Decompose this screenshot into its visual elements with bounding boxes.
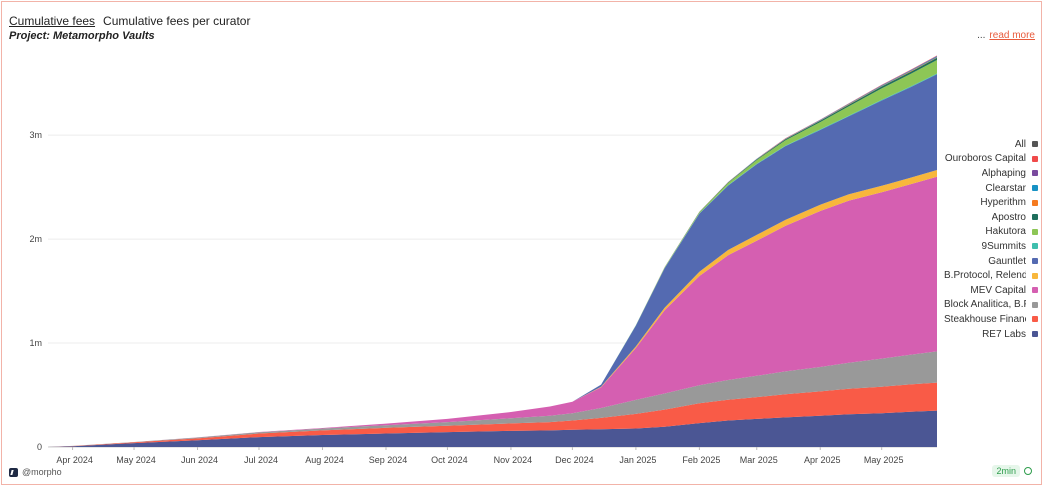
x-tick-label: Feb 2025 (682, 455, 720, 465)
x-tick-label: Jan 2025 (619, 455, 656, 465)
legend-item[interactable]: RE7 Labs (942, 327, 1038, 342)
refresh-badge[interactable]: 2min (992, 465, 1032, 477)
legend-label: Hyperithm (980, 197, 1026, 209)
legend-item[interactable]: Hyperithm (942, 195, 1038, 210)
legend-swatch (1032, 272, 1038, 279)
legend-label: Apostro (991, 211, 1026, 223)
legend-item[interactable]: 9Summits (942, 239, 1038, 254)
x-tick-label: Mar 2025 (740, 455, 778, 465)
legend-label: Gauntlet (988, 255, 1026, 267)
legend-swatch (1032, 258, 1038, 265)
x-tick-label: May 2024 (116, 455, 156, 465)
chart-title-link[interactable]: Cumulative fees (9, 14, 96, 28)
refresh-interval: 2min (992, 465, 1020, 477)
area-re7-labs (48, 410, 937, 447)
legend-label: RE7 Labs (982, 328, 1026, 340)
x-tick-label: Oct 2024 (431, 455, 468, 465)
chart-subtitle: Cumulative fees per curator (103, 14, 251, 28)
legend-swatch (1032, 141, 1038, 148)
morpho-logo-icon (9, 467, 18, 477)
read-more-area: ... read more (977, 30, 1035, 41)
source-label: @morpho (22, 467, 62, 477)
x-tick-label: Nov 2024 (494, 455, 533, 465)
y-tick-label: 2m (29, 234, 42, 244)
area-b-protocol-relend (48, 170, 937, 447)
chart-header: Cumulative fees Cumulative fees per curat… (9, 14, 250, 28)
legend-swatch (1032, 287, 1038, 294)
legend-item[interactable]: MEV Capital (942, 283, 1038, 298)
x-tick-label: Aug 2024 (305, 455, 344, 465)
legend-item[interactable]: Block Analitica, B.Protocol (942, 298, 1038, 313)
legend-label: Hakutora (985, 226, 1026, 238)
legend-item[interactable]: Gauntlet (942, 254, 1038, 269)
legend-swatch (1032, 155, 1038, 162)
legend-item[interactable]: All (942, 137, 1038, 152)
project-label: Project: Metamorpho Vaults (9, 30, 155, 42)
chart-legend: All Ouroboros Capital Alphaping Clearstar Hy… (942, 137, 1038, 341)
x-tick-label: Dec 2024 (555, 455, 594, 465)
legend-label: MEV Capital (970, 284, 1026, 296)
legend-label: Alphaping (981, 167, 1026, 179)
area-steakhouse-financial (48, 382, 937, 447)
legend-label: All (1014, 138, 1026, 150)
legend-item[interactable]: Alphaping (942, 166, 1038, 181)
legend-item[interactable]: Clearstar (942, 181, 1038, 196)
legend-item[interactable]: Apostro (942, 210, 1038, 225)
legend-swatch (1032, 301, 1038, 308)
x-tick-label: Sep 2024 (369, 455, 408, 465)
legend-swatch (1032, 228, 1038, 235)
x-tick-label: Jun 2024 (181, 455, 218, 465)
legend-label: Ouroboros Capital (944, 153, 1026, 165)
area-mev-capital (48, 176, 937, 447)
x-tick-label: May 2025 (864, 455, 904, 465)
read-more-link[interactable]: read more (989, 30, 1035, 41)
legend-item[interactable]: Ouroboros Capital (942, 152, 1038, 167)
x-tick-label: Apr 2025 (804, 455, 841, 465)
legend-swatch (1032, 214, 1038, 221)
legend-label: Block Analitica, B.Protocol (944, 299, 1026, 311)
y-tick-label: 3m (29, 130, 42, 140)
legend-swatch (1032, 185, 1038, 192)
legend-item[interactable]: Steakhouse Financial (942, 312, 1038, 327)
legend-item[interactable]: Hakutora (942, 225, 1038, 240)
ellipsis: ... (977, 30, 986, 41)
legend-swatch (1032, 170, 1038, 177)
legend-swatch (1032, 199, 1038, 206)
y-tick-label: 0 (37, 442, 42, 452)
x-tick-label: Apr 2024 (56, 455, 93, 465)
y-tick-label: 1m (29, 338, 42, 348)
x-tick-label: Jul 2024 (244, 455, 278, 465)
legend-label: B.Protocol, Relend (944, 270, 1026, 282)
legend-swatch (1032, 243, 1038, 250)
legend-label: 9Summits (981, 240, 1026, 252)
legend-label: Clearstar (985, 182, 1026, 194)
legend-label: Steakhouse Financial (944, 313, 1026, 325)
legend-item[interactable]: B.Protocol, Relend (942, 268, 1038, 283)
refresh-status-icon (1024, 467, 1032, 475)
legend-swatch (1032, 316, 1038, 323)
legend-swatch (1032, 331, 1038, 338)
stacked-area-chart: 0 1m 2m 3m Apr 2024 May 2024 Jun 2024 Jul 2024 A… (29, 55, 937, 465)
footer-source: @morpho (9, 467, 62, 477)
